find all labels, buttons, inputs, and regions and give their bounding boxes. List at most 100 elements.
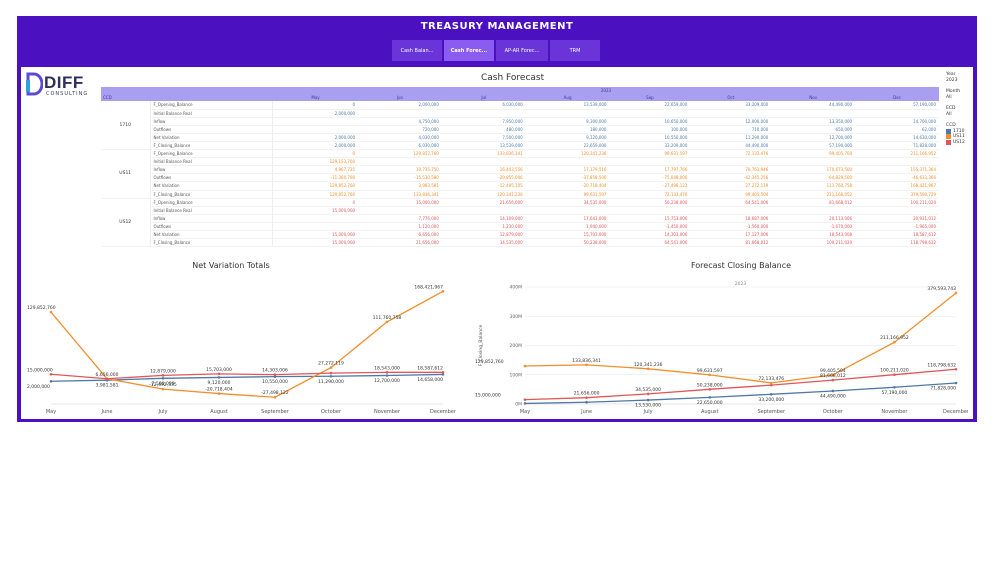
table-row: Net Variation 129,852,760 3,983,581 -12,495… [101, 181, 939, 191]
logo-mark-icon [26, 72, 43, 96]
data-label: 6,656,000 [96, 372, 119, 378]
data-label: 11,290,000 [318, 379, 344, 385]
value-cell: 99,631,597 [609, 149, 691, 159]
net-variation-title: Net Variation Totals [192, 261, 270, 270]
value-cell [690, 206, 772, 215]
value-cell: 180,000 [525, 125, 610, 134]
row-label: F_Opening_Balance [150, 198, 274, 207]
data-label: 72,133,476 [758, 376, 784, 382]
value-cell: 6,030,000 [358, 141, 442, 151]
y-tick-label: 0M [515, 402, 522, 408]
value-cell: 20,113,006 [771, 214, 856, 223]
value-cell: 72,133,476 [690, 149, 772, 159]
value-cell: 81,668,012 [771, 198, 856, 207]
value-cell: 15,000,000 [272, 206, 359, 215]
month-header: Oct [727, 95, 735, 100]
value-cell: 22,659,000 [609, 101, 691, 110]
value-cell: 20,931,012 [855, 214, 939, 223]
table-row: Inflow 4,967,725 10,735,750 16,443,556 17,17… [101, 165, 939, 175]
legend-label: US12 [953, 139, 965, 145]
logo-text: DIFF [44, 73, 84, 92]
value-cell [690, 109, 772, 118]
month-header: Nov [809, 95, 818, 100]
value-cell: 720,000 [358, 125, 442, 134]
month-header: Jun [396, 95, 404, 100]
data-point [708, 373, 712, 377]
value-cell: 1,230,000 [441, 222, 526, 232]
data-label: -12,492,335 [149, 382, 177, 388]
value-cell: 15,000,000 [272, 238, 359, 248]
value-cell: 64,541,006 [609, 238, 691, 248]
value-cell: 13,539,000 [441, 141, 526, 151]
value-cell [771, 109, 856, 118]
data-label: 168,421,967 [414, 284, 443, 290]
data-label: 120,341,236 [634, 362, 663, 368]
value-cell: 12,700,000 [771, 133, 856, 142]
entity-cell: US12 [101, 198, 151, 248]
year-filter-value[interactable]: 2023 [946, 77, 958, 83]
value-cell: 120,341,236 [441, 190, 526, 199]
value-cell: 70,763,946 [690, 165, 772, 175]
value-cell: 50,238,000 [609, 198, 691, 207]
value-cell: 100,211,020 [771, 238, 856, 248]
value-cell: 21,656,000 [441, 198, 526, 207]
tab-cash-forecast[interactable]: Cash Forec... [444, 40, 494, 61]
row-label: Inflow [150, 117, 274, 126]
data-point [523, 398, 527, 401]
value-cell: 17,127,006 [690, 230, 772, 240]
value-cell: 211,166,052 [771, 190, 856, 199]
ccd-header: CCD [103, 95, 112, 100]
value-cell: -20,718,404 [525, 181, 610, 191]
ecd-filter-value[interactable]: All [946, 111, 952, 117]
value-cell: 33,209,000 [609, 141, 691, 151]
row-label: F_Closing_Balance [150, 141, 274, 151]
value-cell: 17,179,516 [525, 165, 610, 175]
year-header: 2023 [600, 88, 612, 93]
legend-item[interactable]: US11 [946, 134, 972, 140]
month-filter-value[interactable]: All [946, 94, 952, 100]
x-tick-label: December [430, 409, 457, 415]
value-cell: 379,590,729 [855, 190, 939, 199]
month-header: Aug [563, 95, 572, 100]
entity-cell: 1710 [101, 101, 151, 151]
value-cell: 111,760,758 [771, 181, 856, 191]
data-point [585, 363, 588, 367]
data-point [217, 376, 221, 379]
tab-trm[interactable]: TRM [550, 40, 600, 61]
data-point [273, 373, 277, 376]
table-row: US11 F_Opening_Balance 0 129,852,760 133,836… [101, 149, 939, 199]
data-point [831, 389, 835, 393]
value-cell: 14,630,000 [855, 133, 939, 142]
table-row: F_Closing_Balance 2,000,000 6,030,000 13,53… [101, 141, 939, 151]
series-line-1710 [524, 382, 957, 405]
data-label: 71,828,000 [930, 385, 956, 391]
data-label: 57,190,000 [882, 390, 908, 396]
tab-ap-ar-forecast[interactable]: AP-AR Forec... [496, 40, 548, 61]
value-cell: 11,290,000 [690, 133, 772, 142]
data-point [523, 364, 527, 368]
value-cell: 710,000 [690, 125, 772, 134]
table-row: Initial Balance Real 129,153,760 [101, 157, 939, 167]
value-cell: 12,879,000 [441, 230, 526, 240]
data-label: 14,658,000 [417, 377, 443, 383]
value-cell: 0 [272, 149, 359, 159]
value-cell: 6,656,000 [358, 230, 442, 240]
value-cell [855, 109, 939, 118]
data-point [49, 372, 53, 376]
value-cell: 133,836,341 [441, 149, 526, 159]
data-point [49, 310, 53, 314]
legend-item[interactable]: US12 [946, 140, 972, 146]
legend-item[interactable]: 1710 [946, 129, 972, 135]
data-label: 133,836,341 [572, 358, 601, 364]
series-line-US12 [50, 371, 444, 380]
value-cell: 9,300,000 [525, 117, 610, 126]
data-label: 33,200,000 [758, 397, 784, 403]
month-header: Sep [646, 95, 654, 100]
tab-cash-balance[interactable]: Cash Balan... [392, 40, 442, 61]
y-tick-label: 400M [510, 285, 523, 291]
value-cell: 4,750,000 [358, 117, 442, 126]
value-cell: 34,535,000 [525, 198, 610, 207]
data-point [523, 402, 527, 405]
value-cell: 9,120,000 [525, 133, 610, 142]
cash-forecast-body: 1710 F_Opening_Balance 0 2,000,000 6,030,000… [101, 101, 939, 248]
